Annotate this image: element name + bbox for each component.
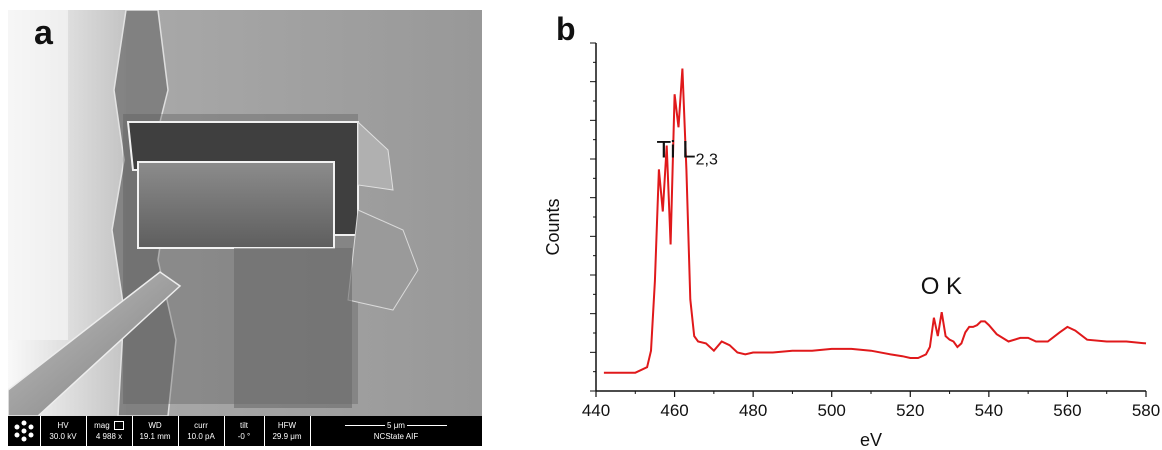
chart-axes — [595, 43, 1146, 392]
panel-b-letter: b — [556, 11, 576, 47]
x-tick-label: 440 — [582, 401, 610, 420]
sem-micrograph: a HV 30.0 kV mag 4 988 x WD 19.1 mm — [7, 9, 482, 446]
x-tick-label: 540 — [975, 401, 1003, 420]
sem-databar: HV 30.0 kV mag 4 988 x WD 19.1 mm curr 1… — [8, 416, 482, 446]
panel-a-letter: a — [34, 14, 53, 52]
grid-icon — [113, 421, 124, 431]
sem-cell-tilt: tilt -0 ° — [224, 416, 265, 446]
fei-logo-icon — [8, 416, 41, 446]
annotation-o-k: O K — [921, 273, 962, 300]
annotation-ti-l23: Ti L2,3 — [657, 137, 718, 169]
x-axis-label: eV — [860, 430, 882, 450]
series-line — [603, 68, 1147, 374]
x-tick-label: 520 — [896, 401, 924, 420]
x-tick-label: 460 — [660, 401, 688, 420]
sem-cell-hfw: HFW 29.9 μm — [264, 416, 311, 446]
x-tick-label: 480 — [739, 401, 767, 420]
sem-cell-mag: mag 4 988 x — [86, 416, 133, 446]
sem-scale-block: 5 μm NCState AIF — [310, 416, 482, 446]
sem-cell-wd: WD 19.1 mm — [132, 416, 179, 446]
y-axis-label: Counts — [543, 198, 563, 255]
x-tick-label: 560 — [1053, 401, 1081, 420]
scale-label: 5 μm — [387, 421, 405, 430]
sem-image — [7, 9, 482, 417]
x-tick-label: 500 — [818, 401, 846, 420]
sem-cell-hv: HV 30.0 kV — [40, 416, 87, 446]
lab-label: NCState AIF — [373, 432, 419, 441]
sem-cell-curr: curr 10.0 pA — [178, 416, 225, 446]
x-tick-label: 580 — [1132, 401, 1160, 420]
scale-bar — [344, 425, 385, 427]
y-ticks — [590, 42, 596, 392]
x-ticks: 440 460 480 500 520 540 560 580 — [582, 391, 1160, 420]
